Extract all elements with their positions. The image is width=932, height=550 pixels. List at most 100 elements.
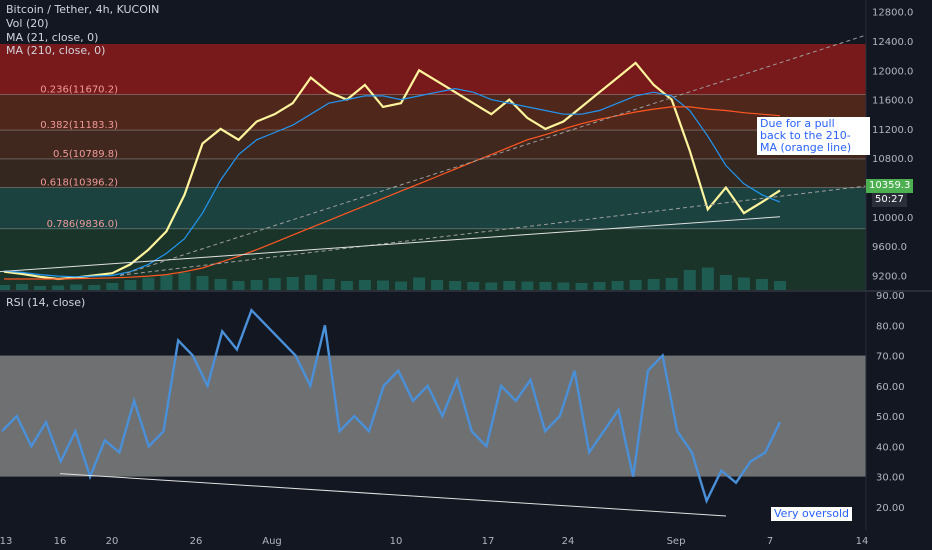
volume-bar: [539, 282, 552, 290]
trend-line: [119, 185, 867, 276]
rsi-axis-tick: 30.00: [876, 473, 905, 484]
pullback-line-1: Due for a pull: [760, 117, 835, 130]
volume-bar: [647, 279, 660, 290]
rsi-axis-tick: 60.00: [876, 382, 905, 393]
rsi-legend: RSI (14, close): [6, 296, 86, 309]
volume-bar: [737, 277, 750, 290]
volume-bar: [485, 282, 498, 290]
price-axis-tick: 11600.0: [872, 96, 913, 107]
fib-zone: [0, 158, 866, 188]
rsi-axis-tick: 50.00: [876, 412, 905, 423]
volume-bar: [755, 279, 768, 290]
fib-zone: [0, 94, 866, 131]
fib-level-label: 0.5(10789.8): [53, 149, 118, 160]
symbol-title: Bitcoin / Tether, 4h, KUCOIN: [6, 3, 160, 16]
volume-bar: [557, 282, 570, 290]
rsi-line: [1, 308, 782, 505]
volume-bar: [16, 284, 29, 290]
rsi-axis-tick: 90.00: [876, 291, 905, 302]
volume-bar: [665, 278, 678, 290]
volume-legend: Vol (20): [6, 17, 49, 30]
volume-bar: [70, 284, 83, 290]
pullback-line-2: back to the 210-: [760, 129, 851, 142]
volume-bar: [413, 277, 426, 290]
x-axis-tick: 24: [562, 536, 575, 547]
x-axis-tick: 26: [190, 536, 203, 547]
volume-bar: [503, 281, 516, 290]
fib-level-label: 0.786(9836.0): [47, 219, 119, 230]
trend-line: [119, 34, 867, 276]
volume-bar: [178, 272, 191, 290]
volume-bar: [340, 281, 353, 290]
volume-bar: [322, 279, 335, 290]
volume-bar: [395, 281, 408, 290]
volume-bar: [467, 282, 480, 290]
price-axis-tick: 10000.0: [872, 213, 913, 224]
x-axis-tick: 14: [856, 536, 869, 547]
volume-bar: [358, 280, 371, 290]
volume-bar: [88, 285, 101, 290]
volume-bar: [160, 275, 173, 290]
volume-bar: [214, 279, 227, 290]
volume-bar: [232, 281, 245, 290]
volume-bar: [268, 278, 281, 290]
rsi-axis-tick: 40.00: [876, 442, 905, 453]
volume-bar: [196, 276, 209, 290]
price-axis-tick: 10800.0: [872, 154, 913, 165]
volume-bar: [142, 277, 155, 290]
x-axis-tick: 17: [482, 536, 495, 547]
oversold-annotation: Very oversold: [771, 507, 852, 521]
x-axis-tick: 20: [106, 536, 119, 547]
x-axis-tick: 16: [54, 536, 67, 547]
price-axis-tick: 11200.0: [872, 125, 913, 136]
volume-bar: [34, 286, 47, 290]
x-axis-tick: 7: [767, 536, 773, 547]
volume-bar: [521, 281, 534, 290]
volume-bar: [719, 275, 732, 290]
volume-bar: [683, 270, 696, 290]
volume-bar: [376, 280, 389, 290]
series-line-2: [4, 106, 781, 280]
volume-bar: [304, 275, 317, 290]
price-axis-tick: 9600.0: [872, 242, 907, 253]
volume-bar: [449, 281, 462, 290]
rsi-axis-tick: 20.00: [876, 503, 905, 514]
volume-bar: [593, 282, 606, 290]
ma21-legend: MA (21, close, 0): [6, 31, 99, 44]
support-line: [0, 216, 781, 273]
fib-zone: [0, 44, 866, 95]
ma210-legend: MA (210, close, 0): [6, 44, 106, 57]
bar-countdown: 50:27: [872, 193, 907, 207]
volume-bar: [52, 285, 65, 290]
volume-bar: [250, 280, 263, 290]
x-axis-tick: 10: [390, 536, 403, 547]
fib-zone: [0, 187, 866, 229]
volume-bar: [611, 281, 624, 290]
x-axis-tick: Aug: [262, 536, 282, 547]
rsi-axis-tick: 80.00: [876, 321, 905, 332]
volume-bar: [774, 281, 786, 290]
pullback-annotation: Due for a pull back to the 210- MA (oran…: [757, 117, 870, 155]
volume-bar: [106, 283, 119, 290]
rsi-band: [0, 355, 866, 477]
price-axis-tick: 9200.0: [872, 271, 907, 282]
pullback-line-3: MA (orange line): [760, 141, 852, 154]
last-price-tag: 10359.3: [866, 179, 914, 193]
fib-level-label: 0.618(10396.2): [40, 178, 118, 189]
fib-zone: [0, 130, 866, 159]
divergence-line: [59, 473, 727, 517]
volume-bar: [629, 280, 642, 290]
volume-bar: [431, 280, 444, 290]
volume-bar: [286, 277, 299, 290]
price-axis-tick: 12000.0: [872, 66, 913, 77]
fib-zone: [0, 228, 866, 290]
volume-bar: [0, 285, 10, 290]
fib-level-label: 0.382(11183.3): [40, 120, 118, 131]
price-axis-tick: 12800.0: [872, 8, 913, 19]
x-axis-tick: Sep: [667, 536, 686, 547]
rsi-axis-tick: 70.00: [876, 352, 905, 363]
volume-bar: [575, 283, 588, 290]
fib-level-label: 0.236(11670.2): [40, 84, 118, 95]
series-line-1: [3, 87, 781, 278]
